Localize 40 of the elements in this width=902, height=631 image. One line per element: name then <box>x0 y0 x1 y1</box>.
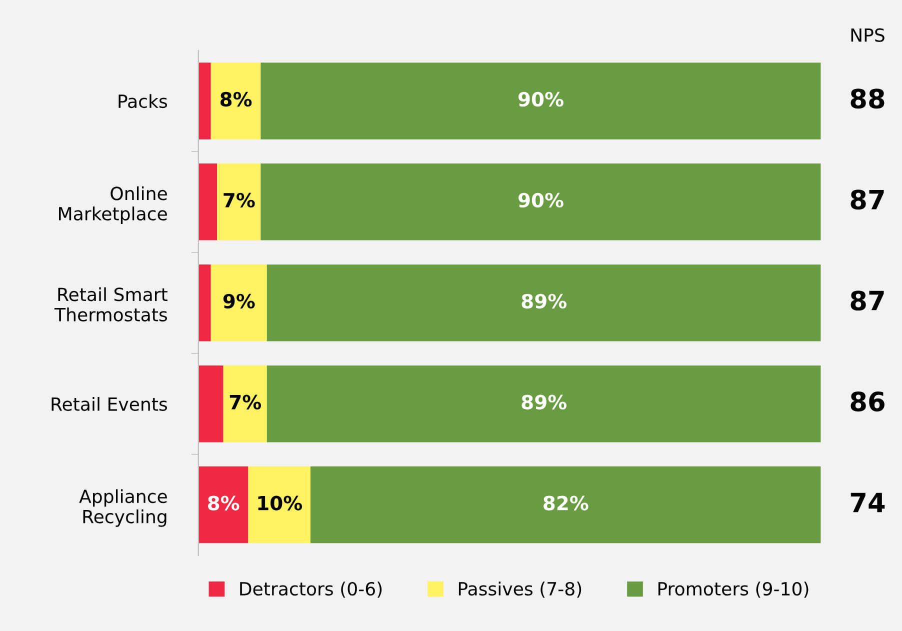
bar <box>266 365 821 442</box>
text: 88 <box>850 88 884 109</box>
text: 87 <box>850 190 884 210</box>
legend-label: Detractors (0-6) <box>240 582 382 598</box>
bar <box>198 264 211 342</box>
bar <box>210 264 267 342</box>
bar <box>266 264 821 342</box>
data-label: 8% <box>208 496 240 510</box>
data-label: 7% <box>224 192 255 208</box>
data-label: 9% <box>223 294 255 309</box>
y-tick-label: Appliance Recycling <box>79 489 167 527</box>
data-label: 89% <box>522 394 567 410</box>
data-label: 7% <box>230 394 262 410</box>
bar <box>260 164 821 240</box>
bar <box>198 466 248 544</box>
bar <box>223 365 267 442</box>
y-tick-label: Retail Smart Thermostats <box>54 287 168 322</box>
bar <box>310 466 821 544</box>
data-label: 90% <box>518 92 564 107</box>
legend-label: Promoters (9-10) <box>658 582 808 598</box>
data-label: 10% <box>258 496 302 510</box>
data-label: 8% <box>220 92 252 107</box>
data-label: 89% <box>522 294 567 309</box>
text: 86 <box>850 392 884 412</box>
text: NPS <box>851 28 884 42</box>
legend-label: Passives (7-8) <box>458 582 582 598</box>
bar <box>260 62 821 140</box>
y-tick-label: Retail Events <box>52 396 168 411</box>
bar <box>198 164 218 240</box>
text: 87 <box>850 290 884 311</box>
bar <box>198 62 211 140</box>
data-label: 90% <box>518 192 564 208</box>
data-label: 82% <box>544 496 588 510</box>
bar <box>217 164 261 240</box>
y-tick-label: Packs <box>118 94 168 108</box>
bar <box>198 365 224 442</box>
bar <box>248 466 310 544</box>
y-tick-label: Online Marketplace <box>59 186 167 224</box>
bar <box>210 62 261 140</box>
text: 74 <box>850 492 885 512</box>
